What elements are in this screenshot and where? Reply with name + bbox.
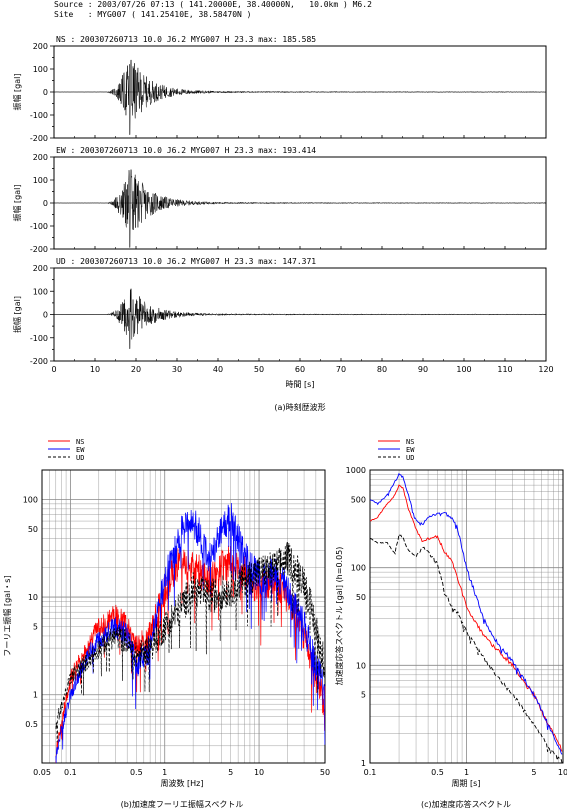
x-tick-label: 0.5 [130, 768, 143, 777]
y-axis-label: 振幅 [gal] [12, 296, 22, 333]
time-history-ew: 200 100 0 -100 -200 EW : 200307260713 10.0 J6… [12, 146, 547, 254]
y-tick-label: 1000 [346, 466, 366, 475]
panel-label: EW : 200307260713 10.0 J6.2 MYG007 H 23.… [56, 146, 316, 155]
y-tick-label: 10 [28, 593, 38, 602]
legend-label-ns: NS [406, 438, 414, 446]
legend-label-ud: UD [76, 454, 84, 462]
series-ns [369, 484, 563, 752]
panel-label: NS : 200307260713 10.0 J6.2 MYG007 H 23.… [56, 35, 316, 44]
x-tick-label: 20 [131, 365, 141, 374]
x-tick-label: 10 [90, 365, 100, 374]
legend-label-ns: NS [76, 438, 84, 446]
x-tick-label: 1 [162, 768, 167, 777]
waveform-ud [53, 288, 547, 350]
chart-title-b: (b)加速度フーリエ振幅スペクトル [121, 799, 244, 809]
x-tick-label: 120 [538, 365, 553, 374]
x-tick-label: 80 [377, 365, 387, 374]
x-axis-label: 周波数 [Hz] [161, 778, 204, 788]
y-tick-label: 50 [356, 593, 366, 602]
x-tick-label: 0.5 [431, 768, 444, 777]
y-tick-label: 100 [23, 495, 38, 504]
y-tick-label: -200 [30, 245, 48, 254]
x-tick-label: 70 [336, 365, 346, 374]
y-tick-label: 200 [33, 42, 48, 51]
y-axis-label: フーリエ振幅 [gal・s] [2, 575, 12, 656]
y-tick-label: 1 [33, 691, 38, 700]
x-tick-label: 50 [320, 768, 330, 777]
y-tick-label: 0 [43, 199, 48, 208]
y-tick-label: 200 [33, 264, 48, 273]
site-line: Site : MYG007 ( 141.25410E, 38.58470N ) [54, 10, 252, 19]
y-tick-label: 0 [43, 88, 48, 97]
series-ns [55, 545, 326, 764]
y-tick-label: 10 [356, 661, 366, 670]
y-tick-label: 5 [361, 691, 366, 700]
x-tick-label: 40 [213, 365, 223, 374]
x-tick-label: 90 [418, 365, 428, 374]
x-tick-label: 0.1 [64, 768, 77, 777]
y-axis-label: 加速度応答スペクトル [gal] (h=0.05) [334, 547, 344, 686]
series-ud [55, 541, 326, 743]
y-tick-label: 0.5 [25, 720, 38, 729]
y-tick-label: 100 [33, 65, 48, 74]
x-tick-label: 0.1 [364, 768, 377, 777]
legend-label-ew: EW [406, 446, 415, 454]
y-axis-label: 振幅 [gal] [12, 74, 22, 111]
chart-title-c: (c)加速度応答スペクトル [421, 799, 511, 809]
x-tick-label: 10 [558, 768, 567, 777]
waveform-ns [53, 59, 547, 135]
legend-label-ew: EW [76, 446, 85, 454]
series-ew [55, 503, 326, 764]
legend-label-ud: UD [406, 454, 414, 462]
y-tick-label: -200 [30, 357, 48, 366]
y-axis-label: 振幅 [gal] [12, 185, 22, 222]
y-tick-label: -100 [30, 111, 48, 120]
y-tick-label: 100 [33, 176, 48, 185]
y-tick-label: 1 [361, 759, 366, 768]
y-tick-label: -200 [30, 134, 48, 143]
series-ew [369, 472, 563, 755]
source-line: Source : 2003/07/26 07:13 ( 141.20000E, … [54, 0, 372, 9]
x-tick-label: 0 [51, 365, 56, 374]
x-tick-label: 5 [531, 768, 536, 777]
y-tick-label: -100 [30, 334, 48, 343]
waveform-ew [53, 169, 547, 248]
x-axis-label: 時間 [s] [286, 380, 315, 389]
y-tick-label: 200 [33, 153, 48, 162]
chart-title-a: (a)時刻歴波形 [274, 402, 325, 412]
y-tick-label: 50 [28, 525, 38, 534]
x-tick-label: 110 [497, 365, 512, 374]
time-history-ud: 200 100 0 -100 -200 UD : 200307260713 10.0 J6… [12, 257, 547, 366]
x-tick-label: 30 [172, 365, 182, 374]
panel-label: UD : 200307260713 10.0 J6.2 MYG007 H 23.… [56, 257, 316, 266]
x-tick-label: 50 [254, 365, 264, 374]
time-history-ns: 200 100 0 -100 -200 NS : 200307260713 10.0 J6… [12, 35, 547, 143]
x-tick-label: 10 [254, 768, 264, 777]
x-tick-label: 60 [295, 365, 305, 374]
x-tick-label: 5 [228, 768, 233, 777]
x-tick-label: 1 [464, 768, 469, 777]
y-tick-label: 0 [43, 311, 48, 320]
y-tick-label: 500 [351, 495, 366, 504]
y-tick-label: -100 [30, 222, 48, 231]
plot-frame [369, 469, 564, 764]
plot-frame [41, 469, 326, 764]
y-tick-label: 5 [33, 622, 38, 631]
x-axis-label: 周期 [s] [452, 779, 481, 788]
series-ud [369, 533, 563, 764]
x-tick-label: 0.05 [33, 768, 51, 777]
y-tick-label: 100 [33, 287, 48, 296]
y-tick-label: 100 [351, 564, 366, 573]
x-tick-label: 100 [456, 365, 471, 374]
